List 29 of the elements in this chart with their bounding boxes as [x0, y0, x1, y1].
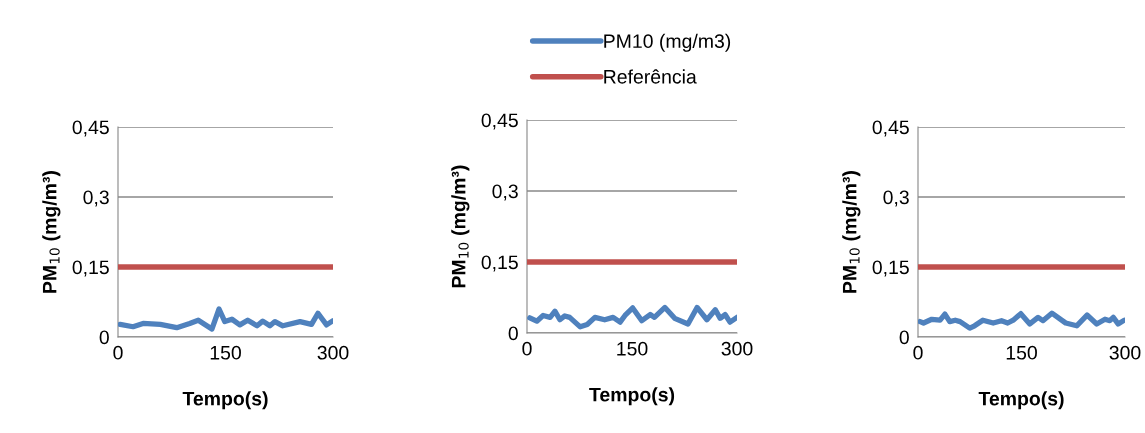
legend-label: PM10 (mg/m3) [604, 33, 731, 52]
y-tick-label: 0,15 [872, 260, 909, 277]
x-tick-label: 0 [522, 341, 532, 356]
x-axis-title: Tempo(s) [182, 391, 268, 410]
legend-label: Referência [604, 69, 697, 84]
x-tick-label: 150 [1006, 345, 1037, 360]
x-tick-label: 300 [317, 345, 349, 360]
x-tick-label: 150 [617, 341, 648, 356]
y-tick-label: 0,3 [83, 190, 109, 207]
y-tick-label: 0 [899, 330, 909, 345]
y-axis-title: PM$_{10}$ (mg/m³) [842, 171, 861, 293]
x-tick-label: 150 [210, 345, 241, 360]
y-axis-title: PM$_{10}$ (mg/m³) [451, 165, 470, 288]
x-tick-label: 300 [721, 341, 753, 356]
x-axis-title: Tempo(s) [978, 391, 1064, 410]
y-tick-label: 0,3 [883, 190, 909, 207]
y-tick-label: 0,15 [72, 260, 109, 277]
y-tick-label: 0 [508, 326, 518, 341]
y-tick-label: 0,3 [492, 184, 518, 201]
y-tick-label: 0,45 [72, 120, 109, 137]
y-tick-label: 0 [99, 330, 109, 345]
x-tick-label: 300 [1109, 345, 1141, 360]
y-tick-label: 0,15 [481, 255, 518, 272]
y-tick-label: 0,45 [872, 120, 909, 137]
x-tick-label: 0 [113, 345, 123, 360]
x-tick-label: 0 [913, 345, 923, 360]
y-tick-label: 0,45 [481, 113, 518, 130]
y-axis-title: PM$_{10}$ (mg/m³) [42, 171, 61, 293]
x-axis-title: Tempo(s) [589, 387, 675, 406]
